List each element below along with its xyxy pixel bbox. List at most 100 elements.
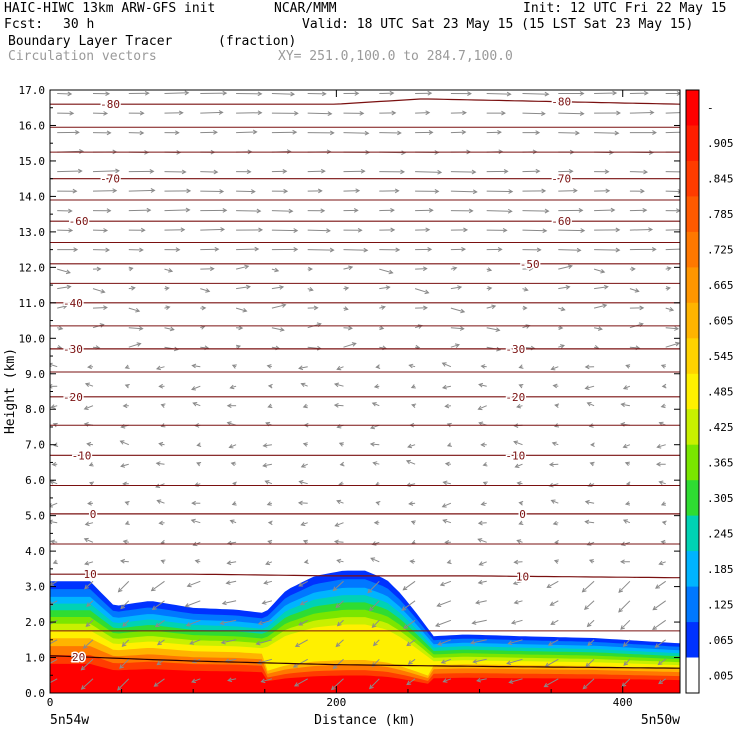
vector-arrowhead bbox=[191, 363, 197, 369]
vector-arrowhead bbox=[658, 560, 664, 566]
vector-arrowhead bbox=[518, 500, 524, 506]
vector-arrow bbox=[193, 402, 201, 407]
vector-arrowhead bbox=[124, 364, 130, 369]
vector-arrow bbox=[164, 327, 174, 331]
vector-arrow bbox=[450, 131, 466, 134]
vector-arrowhead bbox=[549, 601, 555, 606]
vector-arrowhead bbox=[279, 285, 285, 290]
vector-arrow bbox=[515, 463, 523, 468]
vector-arrowhead bbox=[229, 384, 235, 390]
vector-arrow bbox=[85, 383, 94, 387]
vector-arrowhead bbox=[106, 208, 112, 214]
vector-arrowhead bbox=[168, 268, 174, 273]
colorbar-swatch bbox=[686, 551, 699, 588]
field-units: (fraction) bbox=[218, 34, 297, 49]
vector-arrowhead bbox=[516, 539, 522, 544]
vector-arrowhead bbox=[441, 503, 447, 508]
vector-arrowhead bbox=[329, 247, 335, 253]
isotherm-line bbox=[50, 573, 680, 579]
vector-arrowhead bbox=[265, 560, 271, 566]
vector-arrowhead bbox=[336, 499, 342, 505]
vector-arrowhead bbox=[106, 130, 112, 136]
vector-arrow bbox=[81, 678, 94, 690]
vector-arrowhead bbox=[50, 539, 56, 545]
vector-arrow bbox=[265, 480, 273, 485]
vector-arrowhead bbox=[496, 346, 502, 352]
vector-arrowhead bbox=[463, 227, 469, 233]
vector-arrow bbox=[334, 383, 344, 387]
vector-arrowhead bbox=[226, 403, 232, 409]
colorbar-label: .545 bbox=[707, 350, 734, 363]
vector-arrowhead bbox=[169, 326, 175, 332]
vector-arrowhead bbox=[158, 383, 164, 389]
vector-arrow bbox=[587, 402, 595, 407]
vector-arrowhead bbox=[373, 520, 379, 526]
vector-arrowhead bbox=[437, 641, 443, 646]
vector-arrowhead bbox=[225, 580, 231, 585]
vector-arrowhead bbox=[194, 422, 200, 428]
vector-arrowhead bbox=[154, 622, 160, 628]
vector-arrow bbox=[81, 658, 94, 671]
vector-arrow bbox=[57, 93, 72, 95]
vector-arrowhead bbox=[293, 682, 299, 687]
vector-arrowhead bbox=[665, 286, 671, 291]
isotherm-label: -10 bbox=[72, 449, 92, 462]
vector-arrowhead bbox=[196, 462, 202, 467]
colorbar-label: .005 bbox=[707, 669, 734, 682]
vector-arrow bbox=[475, 600, 487, 604]
vector-arrowhead bbox=[580, 228, 586, 233]
y-tick-label: 15.0 bbox=[19, 155, 46, 168]
vector-arrowhead bbox=[257, 91, 263, 97]
vector-arrowhead bbox=[661, 383, 667, 389]
vector-arrowhead bbox=[66, 284, 72, 290]
y-tick-label: 8.0 bbox=[25, 403, 45, 416]
vector-arrowhead bbox=[84, 521, 90, 527]
vector-arrowhead bbox=[407, 660, 413, 665]
vector-arrow bbox=[333, 580, 344, 591]
vector-arrow bbox=[190, 639, 201, 645]
vector-arrow bbox=[271, 286, 284, 290]
vector-arrow bbox=[585, 385, 595, 389]
colorbar-swatch bbox=[686, 622, 699, 659]
vector-arrowhead bbox=[618, 607, 623, 613]
vector-arrowhead bbox=[230, 461, 236, 467]
vector-arrow bbox=[655, 639, 666, 648]
colorbar-swatch bbox=[686, 657, 699, 694]
vector-arrow bbox=[550, 619, 559, 625]
vector-arrowhead bbox=[124, 520, 130, 525]
vector-arrowhead bbox=[401, 606, 407, 611]
vector-arrow bbox=[220, 619, 237, 625]
vector-arrowhead bbox=[267, 383, 273, 389]
vector-arrowhead bbox=[648, 227, 654, 232]
vector-arrowhead bbox=[313, 305, 319, 311]
vector-arrowhead bbox=[402, 585, 408, 591]
vector-arrowhead bbox=[160, 403, 166, 408]
vector-arrowhead bbox=[190, 518, 196, 524]
colorbar-label: .725 bbox=[707, 244, 734, 257]
vector-arrow bbox=[262, 600, 273, 604]
vector-arrow bbox=[227, 561, 237, 564]
vector-arrowhead bbox=[552, 383, 558, 389]
x-tick-label: 400 bbox=[613, 696, 633, 709]
vector-arrowhead bbox=[261, 600, 267, 605]
vector-arrowhead bbox=[149, 169, 155, 174]
vector-arrowhead bbox=[446, 559, 452, 565]
vector-arrowhead bbox=[226, 560, 232, 566]
vector-arrow bbox=[307, 112, 332, 115]
y-axis-label: Height (km) bbox=[3, 348, 18, 434]
vector-arrow bbox=[585, 521, 595, 524]
vector-arrowhead bbox=[160, 559, 166, 564]
vector-arrow bbox=[156, 462, 165, 465]
vector-arrowhead bbox=[502, 227, 508, 233]
vector-arrowhead bbox=[674, 341, 680, 347]
vector-arrowhead bbox=[292, 129, 298, 135]
vector-arrow bbox=[593, 268, 605, 273]
colorbar-label: .845 bbox=[707, 173, 734, 186]
vector-arrow bbox=[301, 522, 308, 526]
vector-arrowhead bbox=[391, 110, 397, 116]
vector-arrowhead bbox=[507, 640, 513, 646]
vector-arrow bbox=[229, 444, 237, 448]
vector-arrow bbox=[187, 580, 201, 587]
vector-arrowhead bbox=[615, 227, 621, 233]
